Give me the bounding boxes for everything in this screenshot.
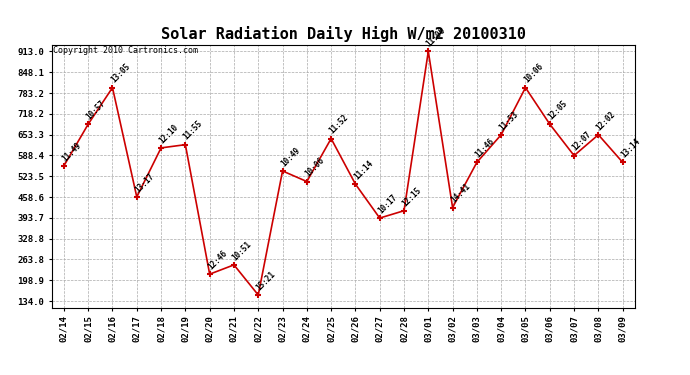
- Text: Copyright 2010 Cartronics.com: Copyright 2010 Cartronics.com: [53, 46, 198, 56]
- Text: 10:57: 10:57: [85, 99, 108, 122]
- Text: 10:49: 10:49: [279, 146, 302, 168]
- Text: 11:46: 11:46: [473, 137, 496, 159]
- Text: 10:06: 10:06: [303, 156, 326, 179]
- Text: 11:06: 11:06: [425, 26, 447, 49]
- Text: 12:05: 12:05: [546, 99, 569, 122]
- Text: 12:02: 12:02: [595, 109, 618, 132]
- Text: 10:51: 10:51: [230, 239, 253, 262]
- Text: 15:21: 15:21: [255, 270, 277, 292]
- Text: 13:05: 13:05: [109, 62, 132, 85]
- Text: 12:07: 12:07: [571, 130, 593, 153]
- Text: 11:52: 11:52: [328, 113, 351, 136]
- Title: Solar Radiation Daily High W/m2 20100310: Solar Radiation Daily High W/m2 20100310: [161, 27, 526, 42]
- Text: 12:15: 12:15: [400, 185, 423, 208]
- Text: 11:53: 11:53: [497, 109, 520, 132]
- Text: 12:10: 12:10: [157, 122, 180, 145]
- Text: 13:14: 13:14: [619, 137, 642, 159]
- Text: 11:14: 11:14: [352, 159, 375, 182]
- Text: 14:41: 14:41: [449, 182, 472, 205]
- Text: 13:17: 13:17: [133, 171, 156, 194]
- Text: 10:17: 10:17: [376, 193, 399, 215]
- Text: 11:49: 11:49: [60, 140, 83, 163]
- Text: 12:46: 12:46: [206, 249, 229, 272]
- Text: 11:55: 11:55: [181, 119, 204, 142]
- Text: 10:06: 10:06: [522, 62, 544, 85]
